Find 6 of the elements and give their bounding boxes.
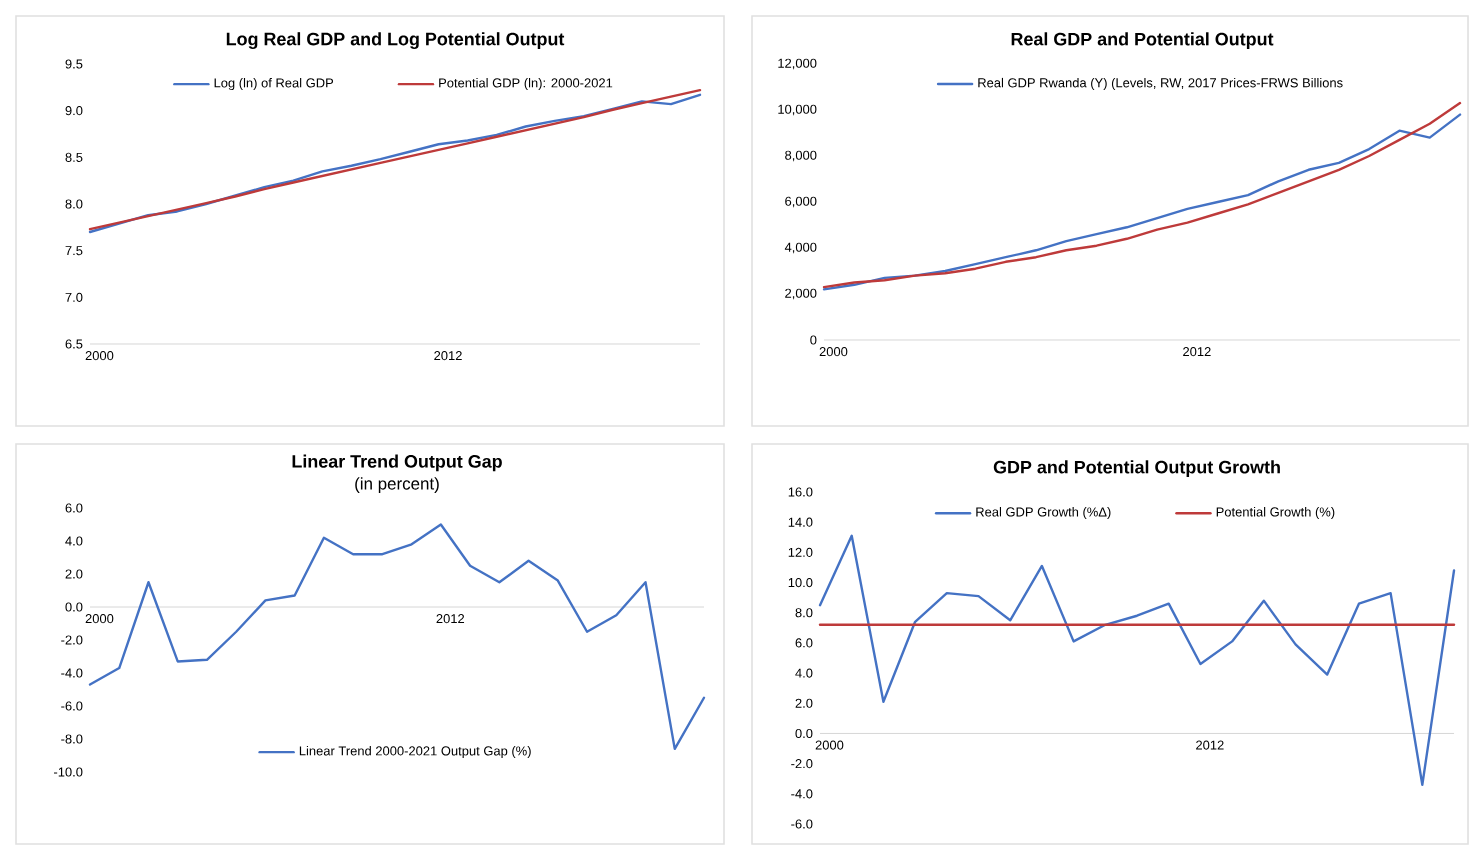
chart-title: Linear Trend Output Gap xyxy=(292,454,502,472)
line-series xyxy=(818,534,1456,786)
chart-subtitle: (in percent) xyxy=(355,477,439,493)
chart-title: Real GDP and Potential Output xyxy=(1011,32,1274,49)
chart-title: Log Real GDP and Log Potential Output xyxy=(226,32,565,50)
chart-title: GDP and Potential Output Growth xyxy=(993,460,1280,477)
